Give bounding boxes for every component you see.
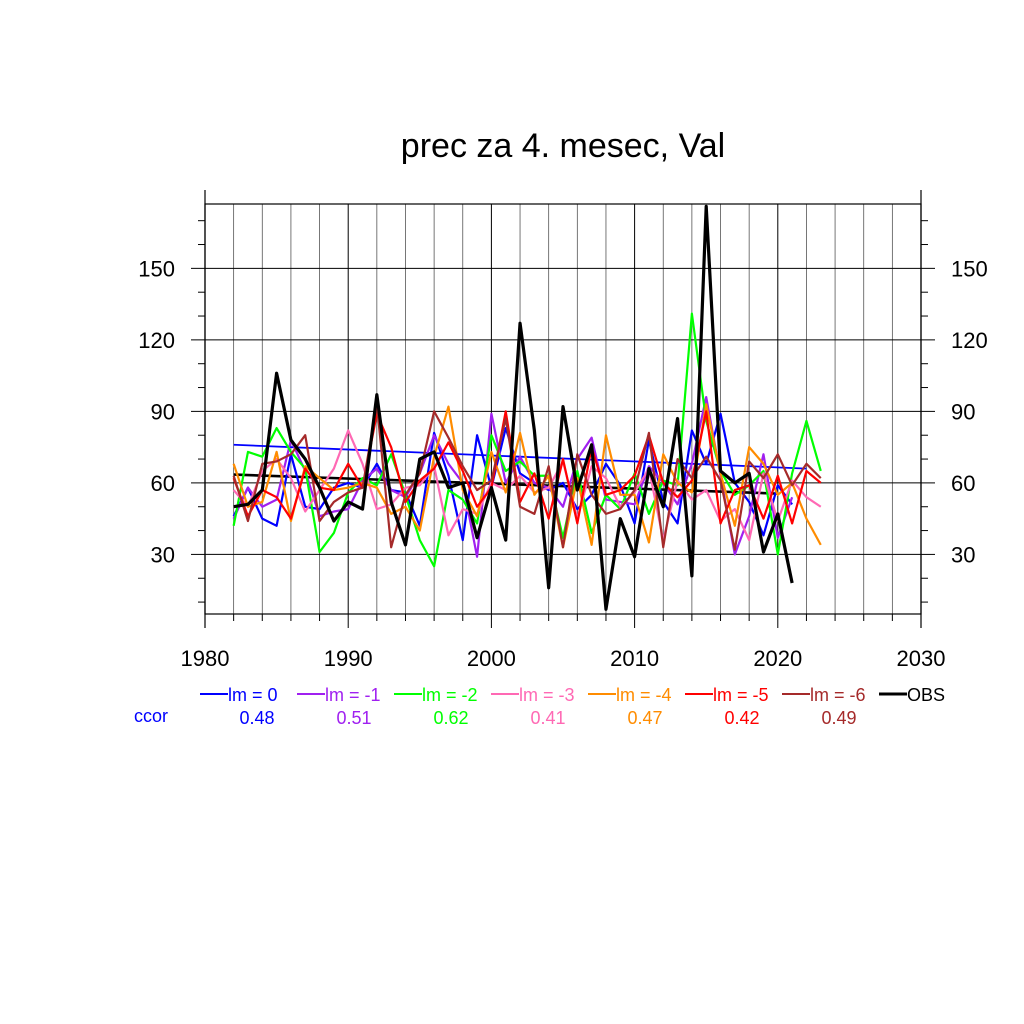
series-line-lm-2 — [232, 312, 822, 568]
ccor-value: 0.62 — [433, 708, 468, 728]
x-tick-label: 2010 — [610, 646, 659, 671]
y-tick-label-right: 150 — [951, 256, 988, 281]
y-tick-label-left: 60 — [151, 471, 175, 496]
legend-label: lm = -1 — [325, 685, 381, 705]
legend-label: lm = -3 — [519, 685, 575, 705]
y-tick-label-right: 90 — [951, 399, 975, 424]
series-line-lm-4 — [232, 403, 822, 549]
ccor-label: ccor — [134, 706, 168, 726]
y-tick-label-left: 90 — [151, 399, 175, 424]
ccor-value: 0.49 — [821, 708, 856, 728]
y-tick-label-right: 120 — [951, 328, 988, 353]
legend: lm = 0 0.48 lm = -1 0.51 lm = -2 0.62 lm = -3 0… — [134, 685, 945, 728]
ccor-value: 0.51 — [336, 708, 371, 728]
legend-label: lm = -4 — [616, 685, 672, 705]
series-line-obs — [233, 204, 794, 611]
series-line-lm-5 — [232, 410, 822, 525]
legend-label: lm = -6 — [810, 685, 866, 705]
series-lines — [232, 204, 822, 611]
grid — [205, 204, 921, 614]
series-line-lm-6 — [232, 403, 822, 551]
legend-label: lm = -5 — [713, 685, 769, 705]
ccor-value: 0.41 — [530, 708, 565, 728]
y-tick-label-left: 150 — [138, 256, 175, 281]
ccor-value: 0.48 — [239, 708, 274, 728]
ccor-value: 0.47 — [627, 708, 662, 728]
x-tick-label: 2030 — [897, 646, 946, 671]
legend-label: lm = -2 — [422, 685, 478, 705]
y-tick-label-right: 30 — [951, 542, 975, 567]
x-tick-label: 2020 — [753, 646, 802, 671]
x-tick-label: 1980 — [181, 646, 230, 671]
x-tick-label: 2000 — [467, 646, 516, 671]
legend-label: OBS — [907, 685, 945, 705]
ccor-value: 0.42 — [724, 708, 759, 728]
y-tick-label-right: 60 — [951, 471, 975, 496]
axis-ticks: 1980 1990 2000 2010 2020 2030 30 30 60 60 90 90 120 1… — [138, 220, 988, 671]
chart-title: prec za 4. mesec, Val — [401, 127, 725, 165]
x-tick-label: 1990 — [324, 646, 373, 671]
y-tick-label-left: 120 — [138, 328, 175, 353]
legend-label: lm = 0 — [228, 685, 278, 705]
y-tick-label-left: 30 — [151, 542, 175, 567]
plot-frame — [204, 190, 922, 628]
